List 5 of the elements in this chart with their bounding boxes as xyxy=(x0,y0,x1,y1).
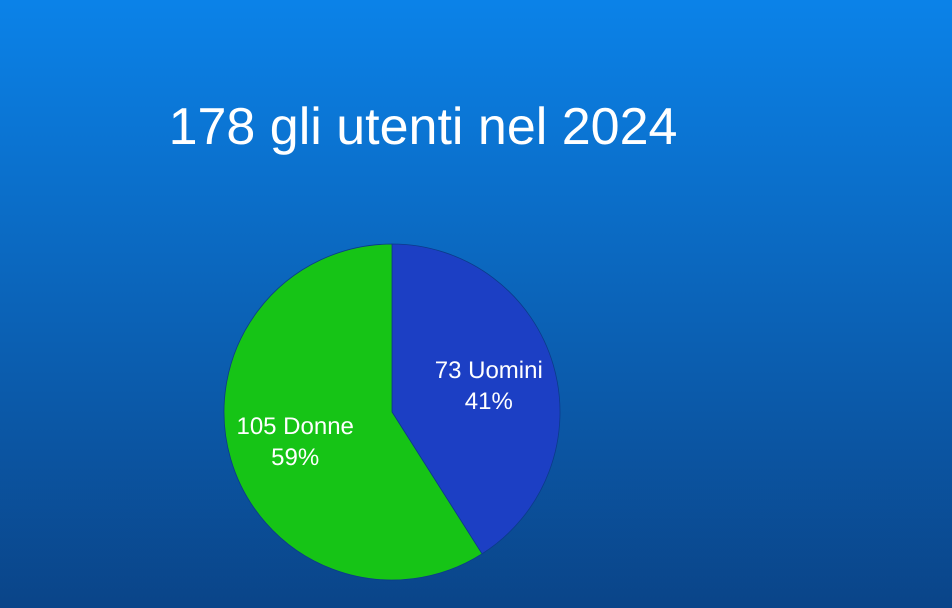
data-label: 59% xyxy=(271,444,320,472)
chart-title: 178 gli utenti nel 2024 xyxy=(168,98,678,156)
data-label: 41% xyxy=(464,388,513,415)
slice-label: 105 Donne xyxy=(236,413,354,440)
slice-label: 73 Uomini xyxy=(434,356,543,384)
